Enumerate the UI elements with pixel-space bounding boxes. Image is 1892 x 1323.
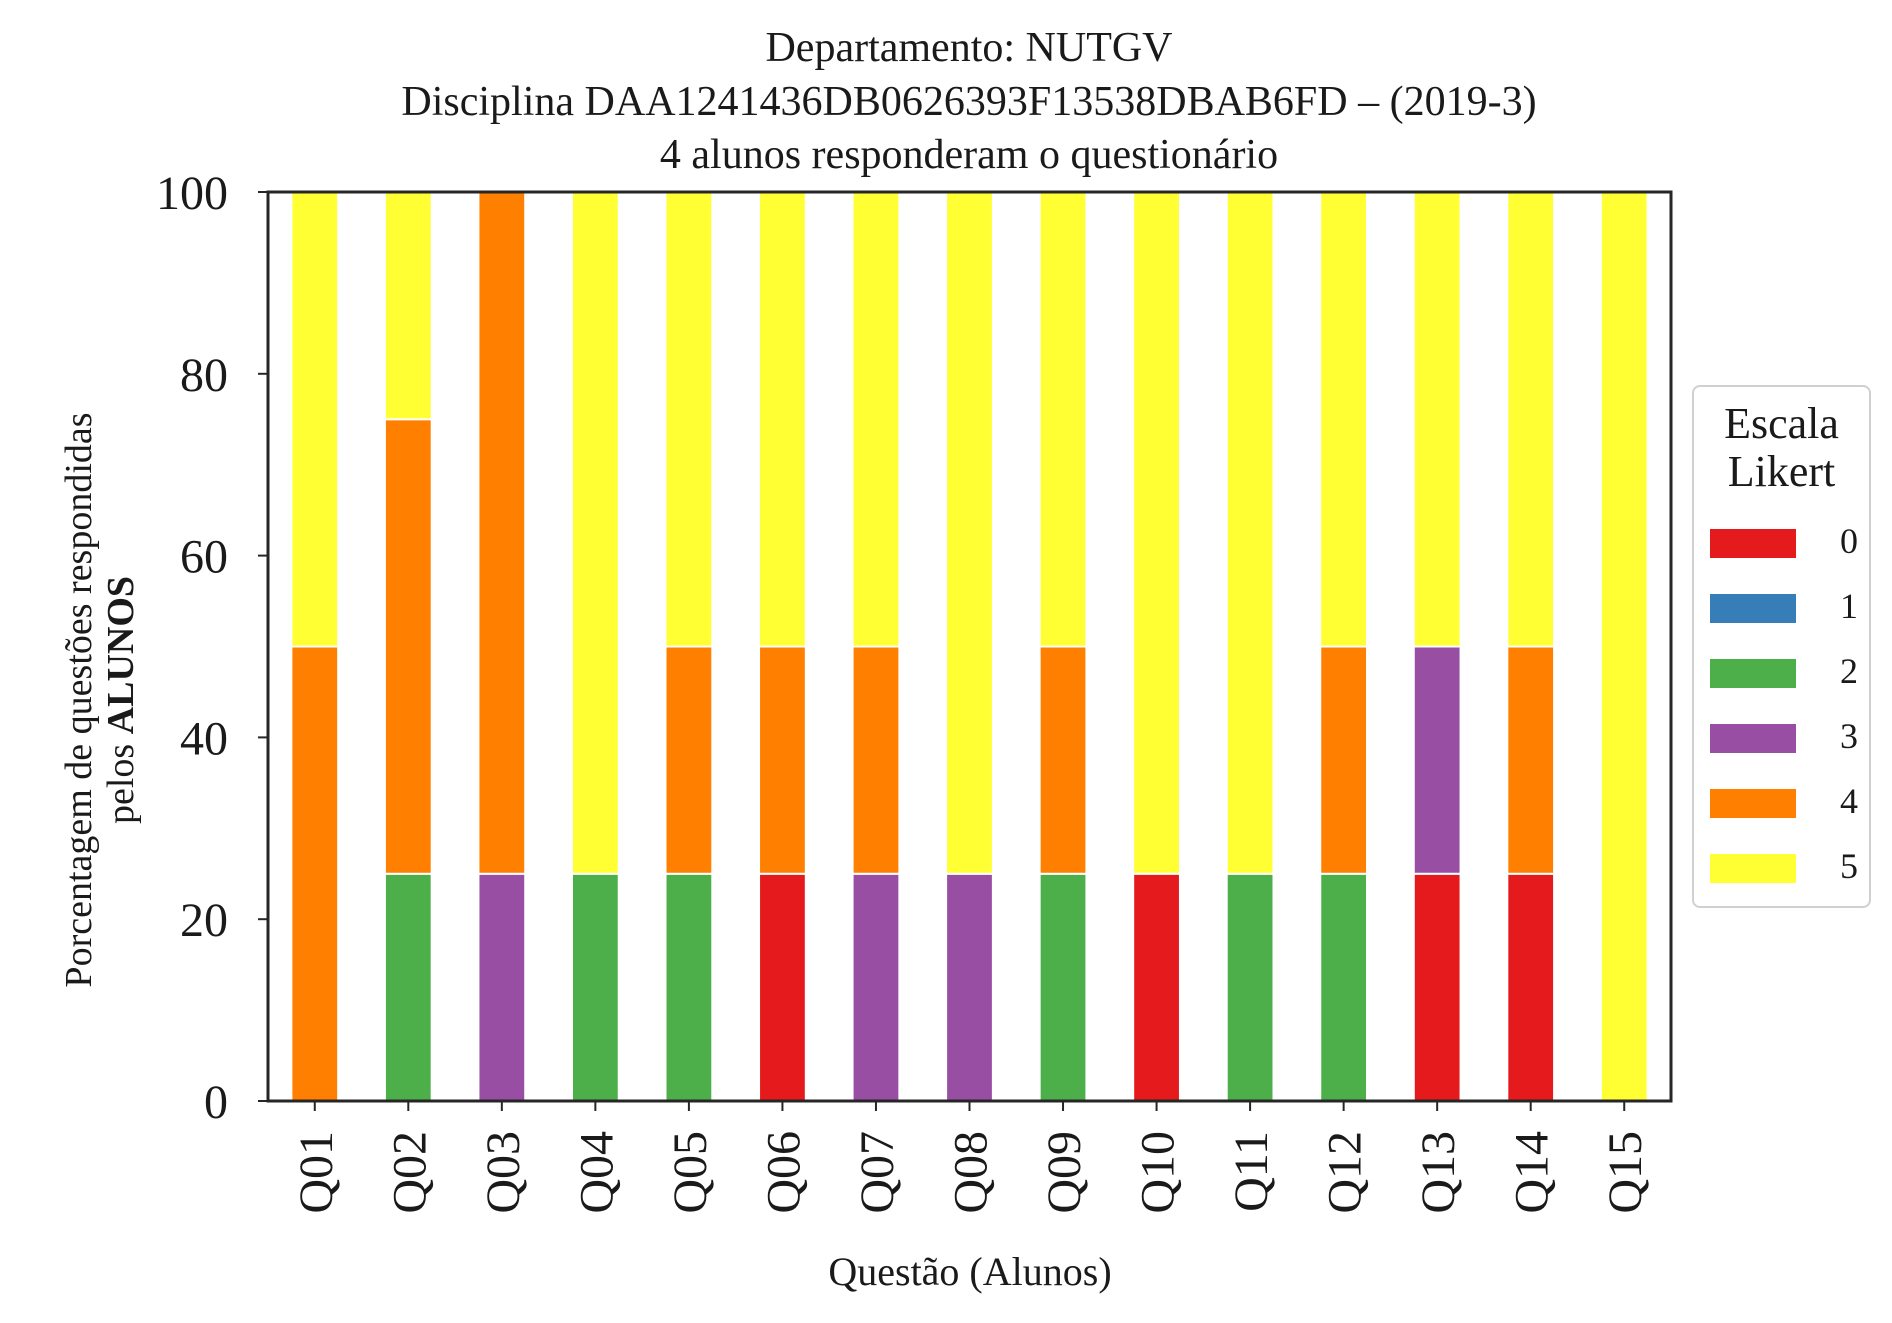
legend-swatch	[1710, 854, 1796, 883]
chart-title-line-3: 4 alunos responderam o questionário	[659, 132, 1279, 178]
legend-label: 1	[1840, 586, 1858, 626]
bar-segment-Q01-5	[290, 191, 340, 648]
x-tick-label-Q04: Q04	[570, 1131, 623, 1214]
chart-title-line-1: Departamento: NUTGV	[765, 25, 1173, 71]
bar-segment-Q05-4	[664, 645, 714, 875]
x-tick-label-Q12: Q12	[1319, 1131, 1372, 1214]
bars-group	[290, 191, 1649, 1102]
bar-segment-Q13-5	[1412, 191, 1462, 648]
bar-segment-Q14-0	[1506, 872, 1556, 1102]
legend: Escala Likert 0 1 2 3 4 5	[1692, 385, 1871, 908]
legend-title-line-2: Likert	[1727, 447, 1836, 496]
x-tick-label-Q09: Q09	[1038, 1131, 1091, 1214]
y-axis-label-line-2: pelos ALUNOS	[100, 200, 142, 1200]
legend-swatch	[1710, 659, 1796, 688]
x-tick-label-Q05: Q05	[664, 1131, 717, 1214]
y-axis-label-line-1: Porcentagem de questões respondidas	[58, 412, 100, 988]
bar-segment-Q12-5	[1319, 191, 1369, 648]
legend-swatch	[1710, 529, 1796, 558]
x-tick-label-Q15: Q15	[1599, 1131, 1652, 1214]
bar-segment-Q09-4	[1038, 645, 1088, 875]
x-tick-label-Q13: Q13	[1412, 1131, 1465, 1214]
y-tick-label: 40	[180, 712, 228, 765]
bar-segment-Q14-5	[1506, 191, 1556, 648]
bar-segment-Q01-4	[290, 645, 340, 1102]
bar-segment-Q07-3	[851, 872, 901, 1102]
bar-segment-Q03-3	[477, 872, 527, 1102]
bar-segment-Q08-5	[945, 191, 994, 875]
legend-item-5: 5	[1710, 844, 1860, 888]
legend-label: 5	[1840, 846, 1858, 886]
bar-segment-Q15-5	[1599, 191, 1649, 1102]
x-tick-label-Q08: Q08	[945, 1131, 998, 1214]
bar-segment-Q04-2	[570, 872, 620, 1102]
bar-segment-Q09-2	[1038, 872, 1088, 1102]
y-tick-label: 60	[180, 531, 228, 584]
y-axis-label-prefix: pelos	[100, 734, 142, 825]
chart-title-line-2: Disciplina DAA1241436DB0626393F13538DBAB…	[401, 79, 1537, 125]
bar-segment-Q11-5	[1225, 191, 1275, 875]
bar-segment-Q06-5	[758, 191, 807, 648]
bar-segment-Q12-2	[1319, 872, 1369, 1102]
x-tick-label-Q06: Q06	[757, 1131, 810, 1214]
y-axis-label: Porcentagem de questões respondidas pelo…	[58, 200, 142, 1200]
x-tick-label-Q11: Q11	[1225, 1131, 1278, 1212]
legend-swatch	[1710, 724, 1796, 753]
bar-segment-Q09-5	[1038, 191, 1088, 648]
x-axis-ticks: Q01 Q02 Q03 Q04 Q05 Q06 Q07 Q08 Q09 Q10 Q11 Q12 Q13 Q…	[290, 1101, 1652, 1214]
bar-segment-Q07-5	[851, 191, 901, 648]
x-tick-label-Q14: Q14	[1506, 1131, 1559, 1214]
x-axis-label: Questão (Alunos)	[828, 1249, 1112, 1294]
y-tick-label: 20	[180, 894, 228, 947]
legend-item-3: 3	[1710, 714, 1860, 758]
bar-segment-Q10-0	[1132, 872, 1181, 1102]
x-tick-label-Q07: Q07	[851, 1131, 904, 1214]
x-tick-label-Q03: Q03	[477, 1131, 530, 1214]
legend-item-4: 4	[1710, 779, 1860, 823]
y-axis-ticks: 0 20 40 60 80 100	[156, 167, 268, 1129]
bar-segment-Q05-5	[664, 191, 714, 648]
y-tick-label: 100	[156, 167, 228, 220]
bar-segment-Q07-4	[851, 645, 901, 875]
legend-swatch	[1710, 594, 1796, 623]
bar-segment-Q02-4	[383, 418, 433, 875]
bar-segment-Q13-3	[1412, 645, 1462, 875]
x-tick-label-Q10: Q10	[1132, 1131, 1185, 1214]
bar-segment-Q03-4	[477, 191, 527, 875]
bar-segment-Q04-5	[570, 191, 620, 875]
legend-swatch	[1710, 789, 1796, 818]
legend-label: 0	[1840, 521, 1858, 561]
bar-segment-Q02-2	[383, 872, 433, 1102]
legend-item-0: 0	[1710, 519, 1860, 563]
bar-segment-Q06-4	[758, 645, 807, 875]
bar-segment-Q12-4	[1319, 645, 1369, 875]
bar-segment-Q14-4	[1506, 645, 1556, 875]
x-tick-label-Q02: Q02	[383, 1131, 436, 1214]
y-tick-label: 80	[180, 349, 228, 402]
bar-segment-Q05-2	[664, 872, 714, 1102]
bar-segment-Q13-0	[1412, 872, 1462, 1102]
legend-item-2: 2	[1710, 649, 1860, 693]
legend-label: 3	[1840, 716, 1858, 756]
legend-item-1: 1	[1710, 584, 1860, 628]
bar-segment-Q02-5	[383, 191, 433, 421]
y-tick-label: 0	[204, 1076, 228, 1129]
bar-segment-Q08-3	[945, 872, 994, 1102]
bar-segment-Q11-2	[1225, 872, 1275, 1102]
legend-title-line-1: Escala	[1724, 399, 1839, 448]
bar-segment-Q10-5	[1132, 191, 1181, 875]
legend-label: 2	[1840, 651, 1858, 691]
bar-segment-Q06-0	[758, 872, 807, 1102]
legend-label: 4	[1840, 781, 1858, 821]
x-tick-label-Q01: Q01	[290, 1131, 343, 1214]
y-axis-label-bold: ALUNOS	[100, 575, 142, 735]
